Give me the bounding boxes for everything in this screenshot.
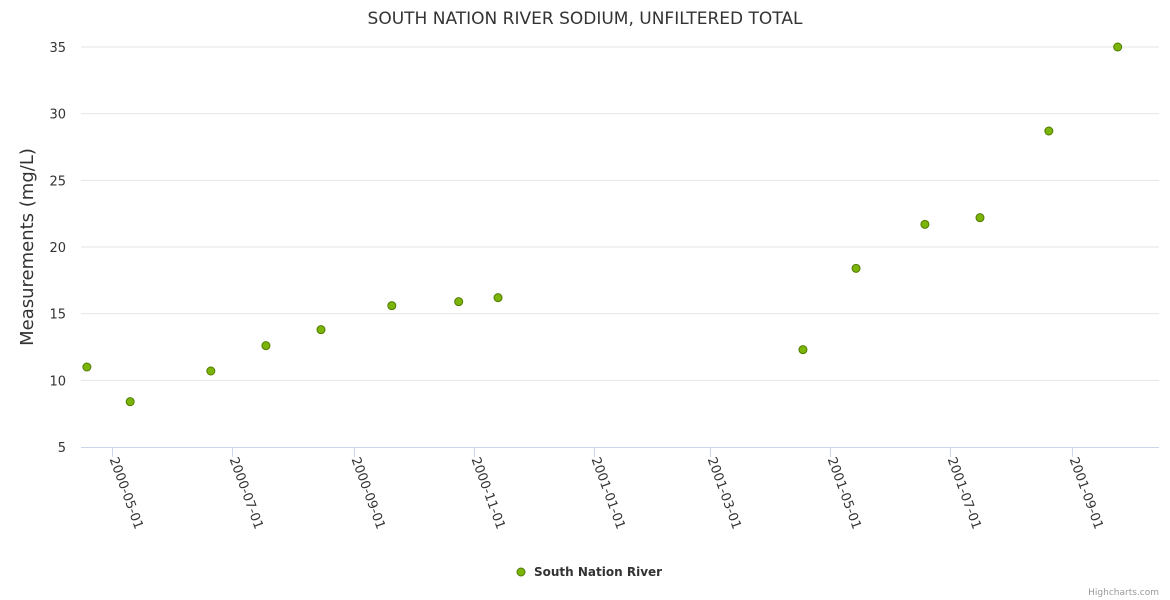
credits-link[interactable]: Highcharts.com [1088,588,1159,598]
data-point[interactable] [851,263,861,273]
grid [81,46,1159,381]
data-point[interactable] [454,297,464,307]
x-tick-label: 2001-03-01 [704,455,744,531]
chart-title: SOUTH NATION RIVER SODIUM, UNFILTERED TO… [368,9,803,29]
data-point[interactable] [975,213,985,223]
x-tick-label: 2000-07-01 [226,455,266,531]
y-tick-label: 30 [49,108,66,123]
x-tick-label: 2001-07-01 [944,455,984,531]
y-axis-label: Measurements (mg/L) [17,148,38,346]
x-tick-label: 2000-11-01 [468,455,508,531]
x-tick-label: 2001-01-01 [588,455,628,531]
legend-label[interactable]: South Nation River [534,565,662,579]
series-points [82,42,1123,407]
legend-marker [516,567,526,577]
x-tick-label: 2001-09-01 [1066,455,1106,531]
y-tick-label: 20 [49,241,66,256]
legend[interactable]: South Nation River [516,565,662,579]
data-point[interactable] [493,293,503,303]
x-tick-label: 2000-05-01 [106,455,146,531]
data-point[interactable] [125,397,135,407]
x-axis: 2000-05-01 2000-07-01 2000-09-01 2000-11-01… [81,447,1159,531]
y-tick-label: 25 [49,174,66,189]
data-point[interactable] [798,345,808,355]
data-point[interactable] [261,341,271,351]
x-tick-label: 2001-05-01 [824,455,864,531]
data-point[interactable] [316,325,326,335]
data-point[interactable] [206,366,216,376]
x-tick-label: 2000-09-01 [348,455,388,531]
data-point[interactable] [387,301,397,311]
data-point[interactable] [82,362,92,372]
y-tick-label: 35 [49,41,66,56]
y-axis-ticks: 5 10 15 20 25 30 35 [49,41,66,456]
data-point[interactable] [920,219,930,229]
data-point[interactable] [1113,42,1123,52]
data-point[interactable] [1044,126,1054,136]
y-tick-label: 15 [49,308,66,323]
y-tick-label: 5 [58,441,66,456]
y-tick-label: 10 [49,374,66,389]
